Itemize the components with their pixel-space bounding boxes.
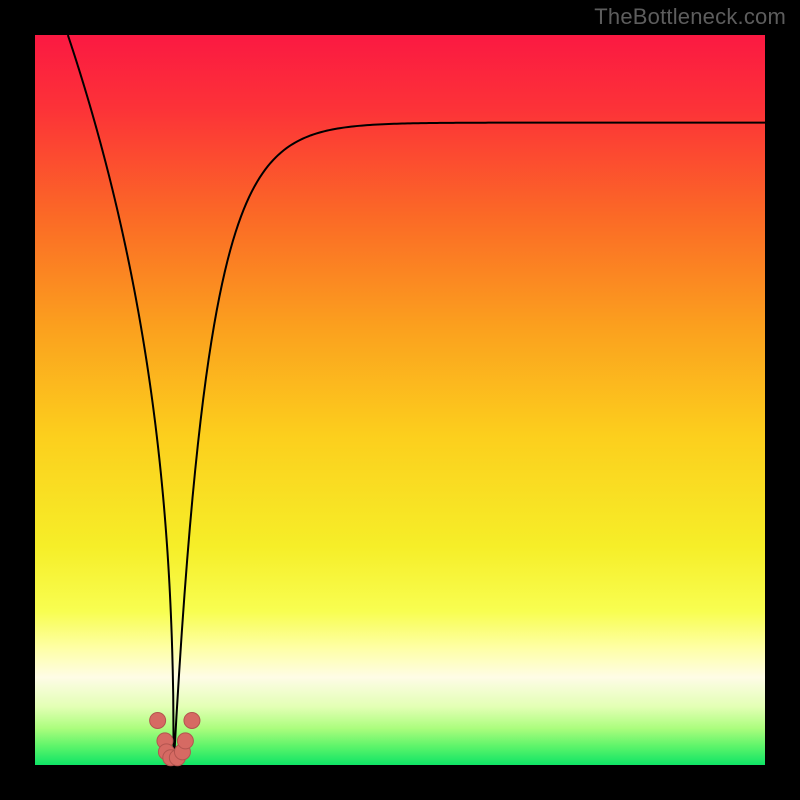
curve-marker [177, 733, 193, 749]
curve-marker [150, 712, 166, 728]
plot-background [35, 35, 765, 765]
chart-outer: TheBottleneck.com [0, 0, 800, 800]
source-caption: TheBottleneck.com [594, 4, 786, 30]
bottleneck-curve-plot [0, 0, 800, 800]
curve-marker [184, 712, 200, 728]
